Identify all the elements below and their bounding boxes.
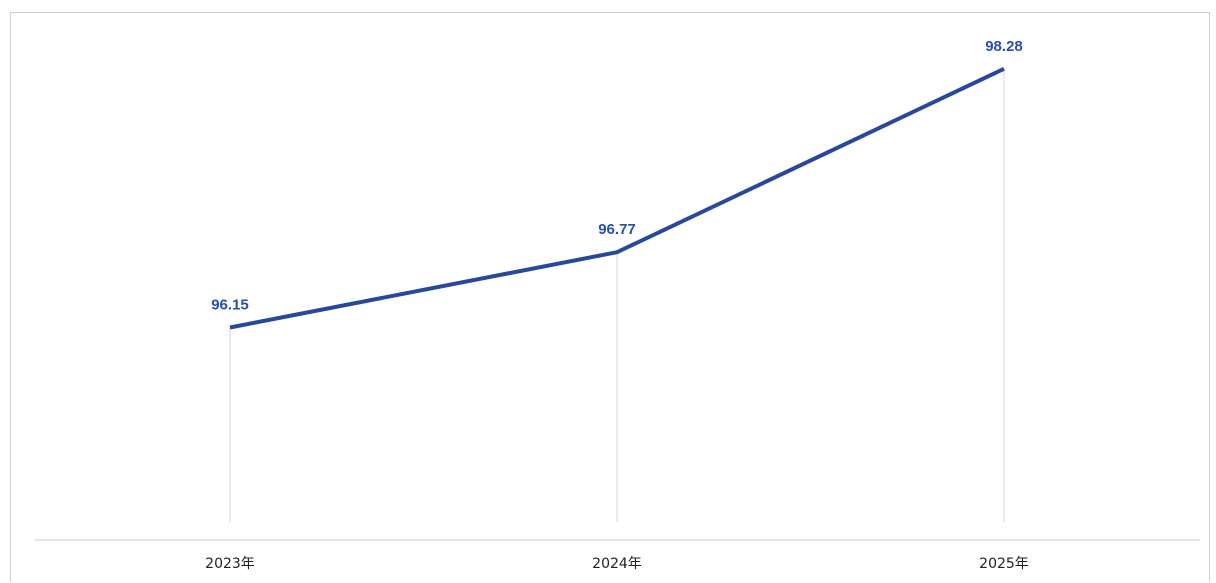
x-tick-label-1: 2023年 bbox=[205, 556, 255, 572]
drop-lines bbox=[229, 68, 1005, 522]
data-label-2: 96.77 bbox=[598, 221, 636, 238]
data-label-1: 96.15 bbox=[211, 297, 249, 314]
data-labels: 96.15 96.77 98.28 bbox=[211, 38, 1023, 314]
series-line bbox=[229, 67, 1005, 330]
chart-frame bbox=[10, 12, 1210, 582]
data-label-3: 98.28 bbox=[985, 38, 1023, 55]
x-tick-label-3: 2025年 bbox=[979, 556, 1029, 572]
x-tick-labels: 2023年 2024年 2025年 bbox=[205, 556, 1029, 572]
x-tick-label-2: 2024年 bbox=[592, 556, 642, 572]
